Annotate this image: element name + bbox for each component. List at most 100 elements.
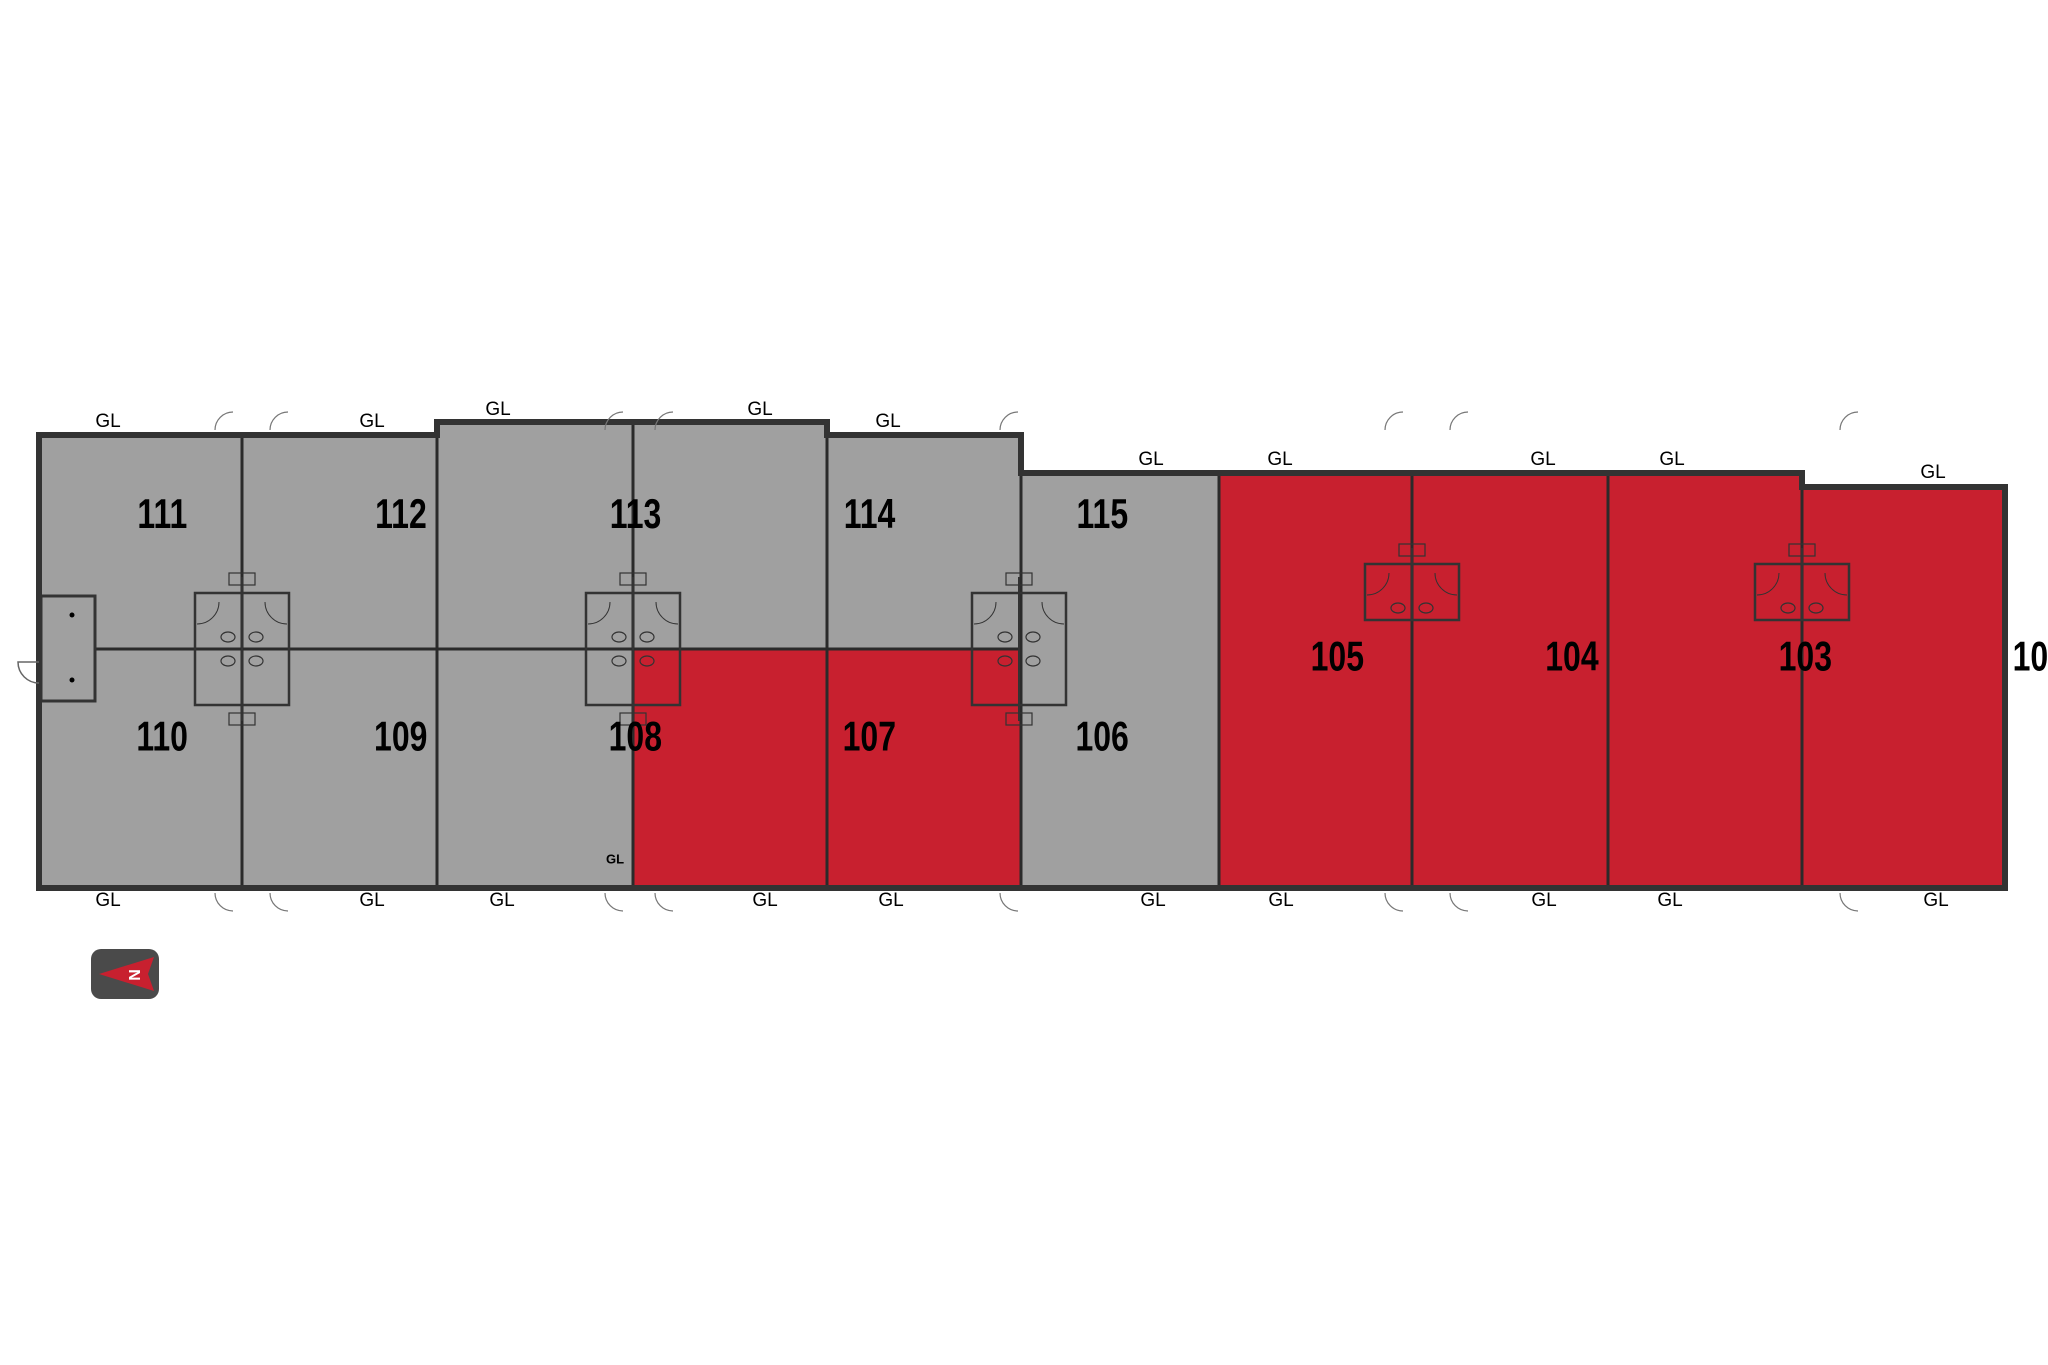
grade-level-label: GL xyxy=(747,399,772,420)
toilet-icon xyxy=(1808,602,1824,614)
toilet-icon xyxy=(611,631,627,643)
grade-level-label: GL xyxy=(1923,890,1948,911)
door-icon xyxy=(1384,892,1404,912)
grade-level-label: GL xyxy=(485,399,510,420)
restroom-core xyxy=(193,572,291,726)
grade-level-label: GL xyxy=(489,890,514,911)
sink-icon xyxy=(619,712,647,726)
unit-102[interactable] xyxy=(1606,471,1804,890)
unit-label: 109 xyxy=(374,712,427,759)
unit-104[interactable] xyxy=(1217,471,1414,890)
sink-icon xyxy=(1788,543,1816,557)
unit-labels: 111 112 113 114 115 110 109 108 107 106 105 104 103 1… xyxy=(136,490,2048,760)
door-icon xyxy=(604,411,624,431)
grade-level-label: GL xyxy=(1140,890,1165,911)
unit-label: 110 xyxy=(136,712,188,759)
door-icon xyxy=(604,892,624,912)
sink-icon xyxy=(619,572,647,586)
unit-107[interactable] xyxy=(631,647,829,890)
toilet-icon xyxy=(639,631,655,643)
door-icon xyxy=(654,411,674,431)
unit-label: 114 xyxy=(844,490,896,537)
grade-level-label: GL xyxy=(95,411,120,432)
restroom-core xyxy=(1753,543,1851,622)
exterior-wall xyxy=(36,419,2008,891)
grade-level-label: GL xyxy=(1531,890,1556,911)
unit-113[interactable] xyxy=(435,420,635,651)
unit-114[interactable] xyxy=(631,420,829,651)
door-icon xyxy=(1449,892,1469,912)
north-arrow-icon xyxy=(99,957,154,991)
unit-106[interactable] xyxy=(825,647,1023,890)
grade-level-label: GL xyxy=(359,411,384,432)
unit-label: 106 xyxy=(1075,712,1128,759)
door-icon xyxy=(654,892,674,912)
grade-level-label: GL xyxy=(359,890,384,911)
grade-level-label: GL xyxy=(1138,449,1163,470)
grade-level-label: GL xyxy=(1530,449,1555,470)
restroom-core xyxy=(584,572,682,726)
door-icon xyxy=(17,661,40,684)
grade-level-label: GL xyxy=(1920,462,1945,483)
unit-label: 103 xyxy=(1779,632,1832,679)
unit-109[interactable] xyxy=(240,647,439,890)
grade-level-label: GL xyxy=(1267,449,1292,470)
unit-112[interactable] xyxy=(240,433,439,651)
door-icon xyxy=(999,411,1019,431)
toilet-icon xyxy=(639,655,655,667)
grade-level-label: GL xyxy=(606,851,624,866)
north-arrow: N xyxy=(91,949,159,999)
door-icon xyxy=(1839,411,1859,431)
door-icon xyxy=(269,411,289,431)
door-icon xyxy=(1839,892,1859,912)
door-icon xyxy=(214,892,234,912)
sink-icon xyxy=(1005,572,1033,586)
restroom-core xyxy=(1363,543,1461,622)
toilet-icon xyxy=(611,655,627,667)
grade-level-label: GL xyxy=(1268,890,1293,911)
door-icon xyxy=(999,892,1019,912)
vestibule xyxy=(39,594,97,703)
grade-level-label: GL xyxy=(875,411,900,432)
unit-101[interactable] xyxy=(1800,485,2007,890)
toilet-icon xyxy=(1390,602,1406,614)
toilet-icon xyxy=(997,631,1013,643)
door-icon xyxy=(1449,411,1469,431)
unit-label: 104 xyxy=(1545,632,1599,679)
unit-label: 113 xyxy=(610,490,662,537)
toilet-icon xyxy=(248,655,264,667)
sink-icon xyxy=(228,572,256,586)
unit-label: 102 xyxy=(2013,632,2048,679)
toilet-icon xyxy=(220,655,236,667)
unit-label: 105 xyxy=(1311,632,1364,679)
grade-level-labels: GL GL GL GL GL GL GL GL GL GL GL GL GL GL GL GL GL GL GL GL… xyxy=(95,399,1948,911)
sink-icon xyxy=(228,712,256,726)
unit-105[interactable] xyxy=(1019,471,1221,890)
sink-icon xyxy=(1005,712,1033,726)
door-icon xyxy=(269,892,289,912)
walls-layer xyxy=(17,411,2008,912)
restroom-core xyxy=(970,572,1068,726)
unit-label: 107 xyxy=(843,712,896,759)
toilet-icon xyxy=(997,655,1013,667)
grade-level-label: GL xyxy=(95,890,120,911)
unit-103[interactable] xyxy=(1410,471,1610,890)
restroom-fixtures xyxy=(193,543,1851,726)
grade-level-label: GL xyxy=(752,890,777,911)
door-icon xyxy=(214,411,234,431)
unit-label: 115 xyxy=(1077,490,1129,537)
unit-108[interactable] xyxy=(435,647,635,890)
door-icon xyxy=(1384,411,1404,431)
toilet-icon xyxy=(1780,602,1796,614)
toilet-icon xyxy=(1418,602,1434,614)
grade-level-label: GL xyxy=(1657,890,1682,911)
unit-label: 112 xyxy=(375,490,427,537)
grade-level-label: GL xyxy=(1659,449,1684,470)
toilet-icon xyxy=(1025,655,1041,667)
unit-label: 111 xyxy=(137,490,187,537)
units-layer xyxy=(37,420,2007,890)
unit-label: 108 xyxy=(609,712,662,759)
toilet-icon xyxy=(1025,631,1041,643)
unit-115[interactable] xyxy=(825,433,1023,651)
